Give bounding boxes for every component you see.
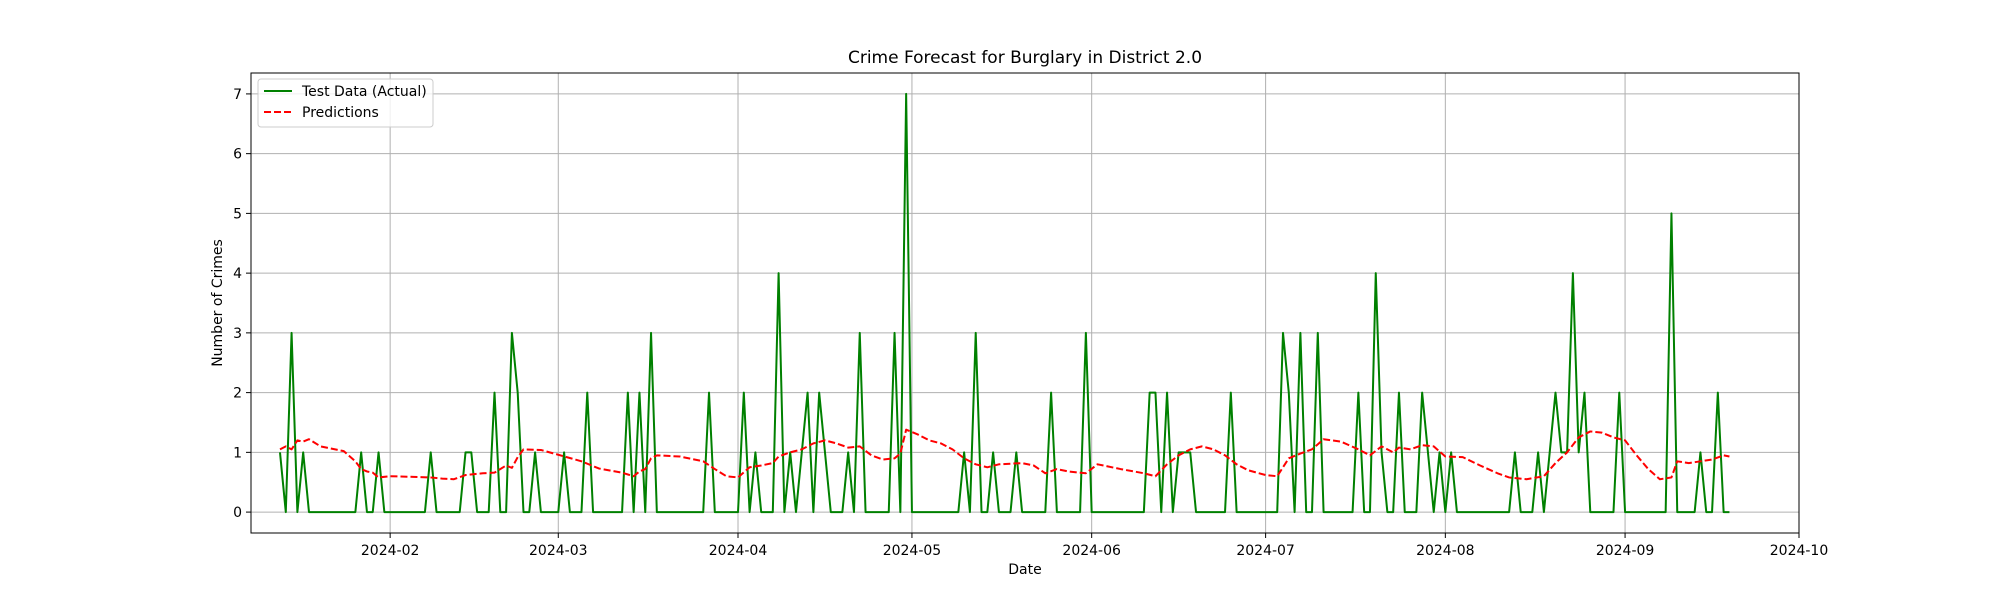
x-tick-label: 2024-06 [1062, 543, 1121, 559]
x-tick-label: 2024-04 [709, 543, 768, 559]
y-tick-label: 5 [233, 206, 242, 222]
x-tick-label: 2024-10 [1770, 543, 1829, 559]
plot-frame [250, 72, 1800, 534]
y-tick-label: 4 [233, 266, 242, 282]
x-tick-label: 2024-03 [529, 543, 588, 559]
y-tick-label: 0 [233, 505, 242, 521]
x-axis-label: Date [1008, 562, 1041, 578]
chart-title: Crime Forecast for Burglary in District … [848, 48, 1202, 68]
legend: Test Data (Actual) Predictions [257, 78, 434, 128]
y-tick-label: 1 [233, 445, 242, 461]
x-tick-label: 2024-08 [1416, 543, 1475, 559]
y-tick-label: 2 [233, 386, 242, 402]
y-tick-label: 3 [233, 326, 242, 342]
x-tick-label: 2024-07 [1236, 543, 1295, 559]
axis-ticks: 0 1 2 3 4 5 6 7 2024-02 2024-03 2024-04 2024-05 2024… [233, 87, 1828, 559]
x-tick-label: 2024-05 [883, 543, 942, 559]
y-tick-label: 6 [233, 147, 242, 163]
x-tick-label: 2024-09 [1596, 543, 1655, 559]
legend-label-predictions: Predictions [302, 105, 379, 121]
y-axis-label: Number of Crimes [210, 239, 226, 367]
series-layer [278, 92, 1730, 514]
series-line-actual [278, 92, 1730, 514]
x-tick-label: 2024-02 [361, 543, 420, 559]
legend-label-actual: Test Data (Actual) [301, 84, 427, 100]
series-line-predictions [279, 428, 1730, 481]
y-tick-label: 7 [233, 87, 242, 103]
legend-box [257, 78, 434, 128]
